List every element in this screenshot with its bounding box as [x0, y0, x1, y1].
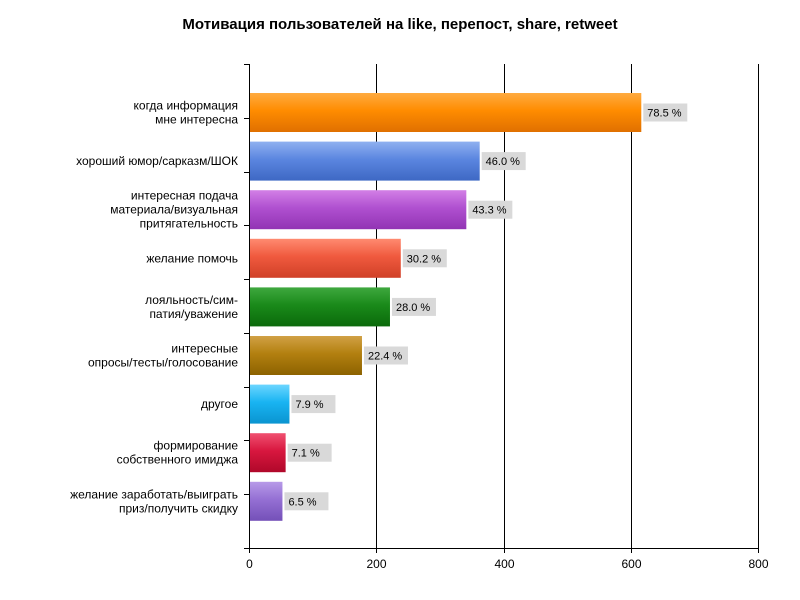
x-tick-label: 600 — [621, 557, 641, 571]
category-label: лояльность/сим-патия/уважение — [145, 293, 238, 321]
category-label: формирование собственного имиджа — [117, 439, 239, 467]
value-label-bg — [481, 152, 526, 171]
value-label: 28.0 % — [396, 302, 430, 314]
bar — [250, 433, 286, 473]
value-label-bg — [402, 249, 447, 268]
value-label-bg — [284, 492, 329, 511]
bar — [250, 481, 283, 521]
value-label: 7.9 % — [295, 399, 323, 411]
chart-title: Мотивация пользователей на like, перепос… — [182, 16, 618, 33]
bar — [250, 287, 390, 327]
x-tick-label: 800 — [748, 557, 768, 571]
category-label: желание заработать/выиграть приз/получить… — [70, 487, 238, 515]
category-label: хороший юмор/сарказм/ШОК — [76, 154, 238, 168]
value-label-bg — [363, 346, 408, 365]
bar — [250, 336, 362, 375]
x-tick-label: 0 — [246, 557, 253, 571]
value-label-bg — [468, 200, 513, 219]
value-label-bg — [287, 443, 332, 462]
bar — [250, 93, 642, 132]
x-tick-label: 400 — [494, 557, 514, 571]
bar — [250, 141, 480, 181]
value-label-bg — [643, 103, 688, 122]
value-label: 22.4 % — [368, 351, 402, 363]
category-label: когда информация мне интересна — [134, 99, 239, 127]
value-label-bg — [291, 395, 336, 414]
bar — [250, 238, 401, 278]
category-label: желание помочь — [146, 251, 238, 265]
value-label: 43.3 % — [472, 205, 506, 217]
value-label-bg — [391, 297, 436, 316]
category-label: интересные опросы/тесты/голосование — [88, 342, 238, 370]
value-label: 78.5 % — [647, 108, 681, 120]
category-label: интересная подача материала/визуальная при… — [110, 189, 238, 231]
value-label: 30.2 % — [407, 253, 441, 265]
bar — [250, 384, 290, 424]
value-label: 7.1 % — [292, 448, 320, 460]
value-label: 6.5 % — [288, 496, 316, 508]
value-label: 46.0 % — [486, 156, 520, 168]
bar — [250, 190, 467, 230]
category-label: другое — [201, 397, 238, 411]
x-tick-label: 200 — [366, 557, 386, 571]
